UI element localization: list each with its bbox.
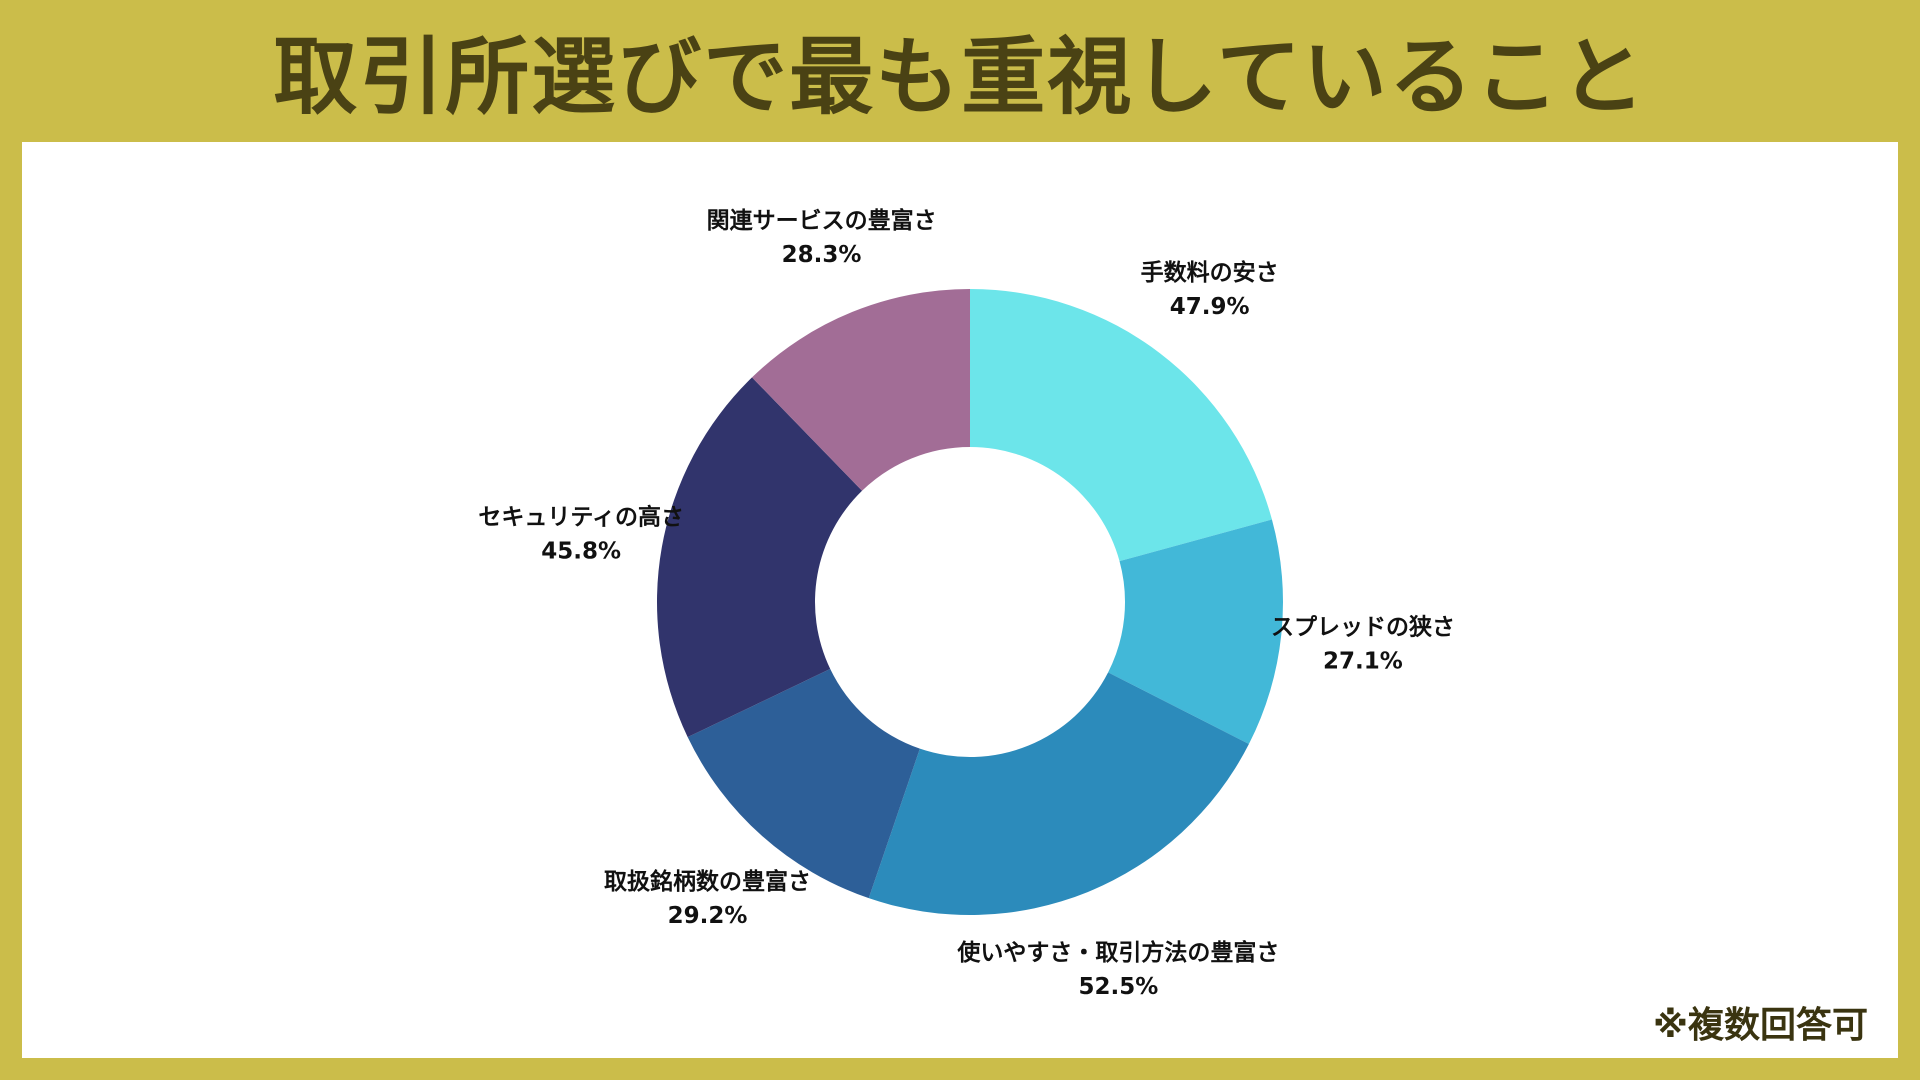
slice-label-2: 使いやすさ・取引方法の豊富さ: [956, 939, 1279, 966]
slice-value-4: 45.8%: [541, 538, 621, 564]
slice-4: [656, 377, 863, 738]
slice-1: [1108, 519, 1283, 745]
slice-label-1: スプレッドの狭さ: [1271, 614, 1455, 640]
slice-label-0: 手数料の安さ: [1141, 259, 1279, 286]
slice-label-4: セキュリティの高さ: [478, 503, 684, 530]
multiple-answers-note: ※複数回答可: [1653, 1005, 1868, 1046]
slice-5: [752, 289, 970, 491]
slice-label-3: 取扱銘柄数の豊富さ: [604, 868, 811, 895]
slice-value-0: 47.9%: [1170, 294, 1250, 320]
slice-3: [687, 668, 920, 899]
slice-value-5: 28.3%: [782, 242, 862, 268]
slice-value-3: 29.2%: [668, 903, 748, 929]
slice-2: [868, 672, 1249, 915]
slice-0: [970, 289, 1272, 562]
donut-chart: 手数料の安さ 47.9% スプレッドの狭さ 27.1% 使いやすさ・取引方法の豊富さ 52…: [478, 207, 1455, 1000]
chart-panel: 手数料の安さ 47.9% スプレッドの狭さ 27.1% 使いやすさ・取引方法の豊富さ 52…: [22, 142, 1898, 1058]
slice-value-1: 27.1%: [1323, 648, 1403, 674]
slice-value-2: 52.5%: [1079, 974, 1159, 1000]
slice-label-5: 関連サービスの豊富さ: [707, 207, 937, 234]
chart-title: 取引所選びで最も重視していること: [273, 27, 1647, 126]
